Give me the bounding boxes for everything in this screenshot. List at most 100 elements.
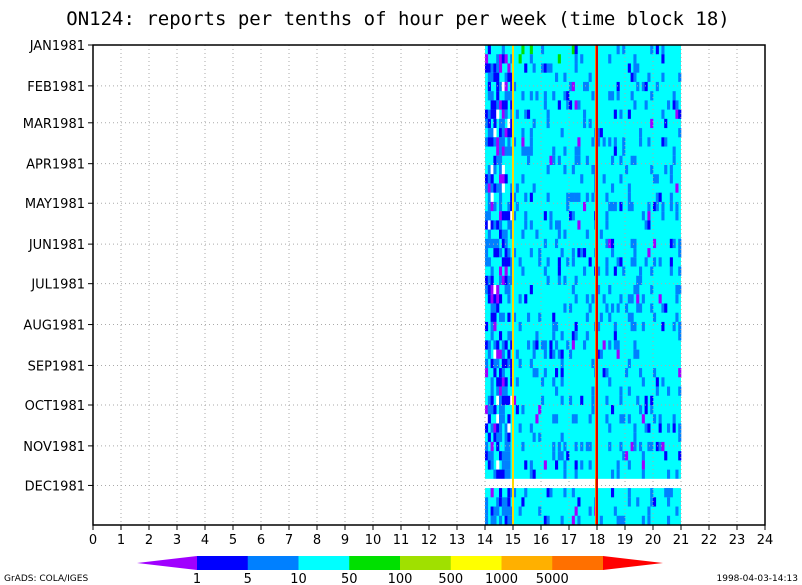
heatmap-cell — [487, 201, 491, 212]
heatmap-cell — [650, 91, 654, 101]
heatmap-cell — [560, 432, 564, 442]
heatmap-cell — [487, 285, 491, 295]
heatmap-cell — [487, 174, 491, 184]
heatmap-cell — [487, 211, 491, 221]
heatmap-cell — [664, 137, 668, 147]
heatmap-cell — [644, 423, 648, 433]
heatmap-cell — [557, 257, 561, 267]
heatmap-cell — [633, 441, 637, 452]
colorbar-segment — [298, 556, 350, 570]
heatmap-cell — [493, 285, 497, 295]
heatmap-cell — [513, 248, 517, 258]
heatmap-cell — [504, 386, 508, 396]
heatmap-cell — [507, 423, 511, 433]
heatmap-cell — [490, 441, 494, 452]
heatmap-cell — [513, 395, 517, 405]
heatmap-cell — [574, 414, 578, 424]
heatmap-cell — [504, 441, 508, 452]
heatmap-cell — [552, 331, 556, 341]
heatmap-cell — [493, 201, 497, 212]
heatmap-cell — [622, 146, 626, 156]
heatmap-cell — [496, 81, 500, 92]
heatmap-cell — [529, 91, 533, 101]
heatmap-cell — [501, 506, 505, 516]
heatmap-cell — [650, 285, 654, 295]
heatmap-cell — [504, 395, 508, 405]
heatmap-cell — [515, 109, 519, 119]
heatmap-cell — [524, 294, 528, 304]
heatmap-cell — [658, 414, 662, 424]
heatmap-cell — [543, 91, 547, 101]
heatmap-cell — [510, 275, 514, 285]
heatmap-cell — [504, 377, 508, 387]
heatmap-cell — [647, 248, 651, 258]
heatmap-cell — [647, 220, 651, 230]
heatmap-cell — [496, 303, 500, 313]
heatmap-cell — [507, 441, 511, 452]
heatmap-cell — [608, 285, 612, 295]
heatmap-cell — [507, 201, 511, 212]
heatmap-cell — [499, 331, 503, 341]
heatmap-cell — [504, 257, 508, 267]
heatmap-cell — [490, 506, 494, 516]
heatmap-cell — [496, 248, 500, 258]
heatmap-cell — [608, 441, 612, 452]
x-tick-label: 0 — [89, 533, 97, 548]
heatmap-cell — [602, 137, 606, 147]
heatmap-cell — [585, 441, 589, 452]
heatmap-cell — [647, 137, 651, 147]
heatmap-cell — [499, 386, 503, 396]
heatmap-cell — [653, 497, 657, 507]
heatmap-cell — [501, 54, 505, 64]
heatmap-cell — [661, 211, 665, 221]
heatmap-cell — [487, 451, 491, 461]
heatmap-cell — [653, 414, 657, 424]
heatmap-cell — [667, 515, 671, 525]
heatmap-cell — [613, 137, 617, 147]
heatmap-cell — [485, 340, 489, 350]
heatmap-cell — [639, 405, 643, 415]
x-tick-label: 4 — [201, 533, 209, 548]
heatmap-cell — [541, 395, 545, 405]
heatmap-cell — [557, 54, 561, 64]
heatmap-cell — [583, 266, 587, 276]
heatmap-cell — [504, 248, 508, 258]
heatmap-cell — [569, 303, 573, 313]
heatmap-cell — [552, 155, 556, 165]
heatmap-cell — [504, 266, 508, 276]
heatmap-cell — [571, 414, 575, 424]
heatmap-cell — [510, 266, 514, 276]
heatmap-cell — [557, 266, 561, 276]
heatmap-cell — [569, 192, 573, 202]
heatmap-cell — [574, 192, 578, 202]
heatmap-cell — [566, 340, 570, 350]
heatmap-cell — [672, 414, 676, 424]
heatmap-cell — [490, 137, 494, 147]
heatmap-cell — [616, 349, 620, 359]
heatmap-cell — [496, 469, 500, 479]
x-tick-label: 1 — [117, 533, 125, 548]
heatmap-cell — [619, 174, 623, 184]
heatmap-cell — [546, 192, 550, 202]
heatmap-cell — [510, 377, 514, 387]
heatmap-cell — [490, 331, 494, 341]
heatmap-cell — [493, 109, 497, 119]
heatmap-cell — [678, 285, 682, 295]
heatmap-cell — [630, 155, 634, 165]
heatmap-cell — [580, 54, 584, 64]
heatmap-cell — [507, 137, 511, 147]
heatmap-cell — [501, 238, 505, 249]
heatmap-cell — [619, 515, 623, 525]
heatmap-cell — [611, 201, 615, 212]
heatmap-cell — [669, 192, 673, 202]
heatmap-cell — [507, 312, 511, 322]
heatmap-cell — [485, 358, 489, 369]
heatmap-cell — [647, 506, 651, 516]
heatmap-cell — [501, 368, 505, 378]
heatmap-cell — [675, 211, 679, 221]
heatmap-cell — [513, 312, 517, 322]
heatmap-cell — [630, 238, 634, 249]
heatmap-cell — [574, 469, 578, 479]
heatmap-cell — [678, 368, 682, 378]
y-tick-label: NOV1981 — [23, 440, 85, 455]
